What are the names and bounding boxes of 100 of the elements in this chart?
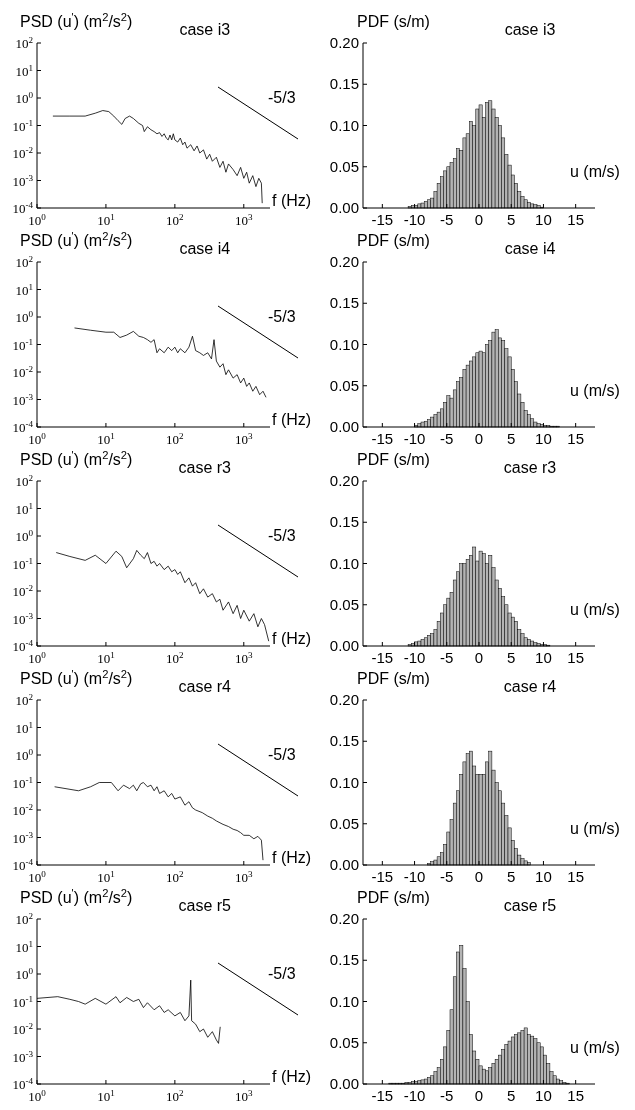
y-tick-label: 10$^{-3}$	[12, 391, 34, 408]
y-tick-label: 0.10	[329, 116, 359, 134]
y-tick-label: 10$^{0}$	[15, 528, 34, 544]
x-tick-label: 5	[507, 430, 516, 447]
y-tick-label: 10$^{-2}$	[12, 802, 34, 818]
x-tick-label: 10	[535, 868, 552, 885]
y-tick-label: 0.10	[329, 992, 359, 1010]
y-tick-label: 0.20	[329, 910, 359, 927]
x-tick-label: 0	[474, 211, 484, 228]
y-tick-label: 0.00	[329, 1075, 359, 1092]
x-tick-label: 10	[535, 430, 552, 447]
y-axis-title: PDF (s/m)	[357, 232, 430, 249]
y-tick-label: 10$^{-2}$	[12, 583, 34, 599]
y-tick-label: 10$^{0}$	[15, 90, 34, 106]
x-tick-label: 10$^{2}$	[166, 431, 185, 447]
y-tick-label: 10$^{2}$	[15, 911, 34, 927]
annotation: -5/3	[268, 527, 296, 544]
x-tick-label: 10	[535, 1087, 552, 1104]
x-axis-title: u (m/s)	[570, 819, 620, 837]
chart-title: case i4	[179, 240, 231, 257]
y-tick-label: 0.15	[329, 951, 359, 969]
x-tick-label: 0	[474, 868, 484, 885]
y-tick-label: 10$^{2}$	[15, 254, 34, 270]
x-tick-label: 15	[567, 868, 585, 885]
y-tick-label: 10$^{2}$	[15, 692, 34, 708]
x-tick-label: 5	[507, 1087, 516, 1104]
y-tick-label: 0.20	[329, 472, 359, 489]
x-axis-title: u (m/s)	[570, 1038, 620, 1056]
x-tick-label: -15	[371, 211, 394, 228]
y-axis-title: PDF (s/m)	[357, 889, 430, 906]
x-axis-title: f (Hz)	[272, 411, 312, 428]
y-tick-label: 10$^{-3}$	[12, 829, 34, 846]
x-tick-label: 10$^{1}$	[97, 869, 115, 885]
y-tick-label: 10$^{-1}$	[12, 555, 33, 572]
x-tick-label: -15	[371, 649, 394, 666]
x-tick-label: 5	[507, 211, 516, 228]
x-tick-label: -15	[371, 430, 394, 447]
y-axis-title: PDF (s/m)	[357, 13, 430, 30]
x-tick-label: 10$^{1}$	[97, 1088, 115, 1104]
y-axis-title: PDF (s/m)	[357, 670, 430, 687]
y-tick-label: 10$^{-1}$	[12, 993, 33, 1010]
y-tick-label: 10$^{0}$	[15, 309, 34, 325]
x-tick-label: -5	[440, 1087, 454, 1104]
x-tick-label: 15	[567, 1087, 585, 1104]
y-tick-label: 10$^{-2}$	[12, 364, 34, 380]
y-tick-label: 10$^{0}$	[15, 747, 34, 763]
chart-title: case i3	[504, 21, 556, 38]
x-axis-title: f (Hz)	[272, 849, 312, 866]
x-tick-label: -5	[440, 430, 454, 447]
y-tick-label: 0.00	[329, 199, 359, 216]
x-tick-label: 10$^{3}$	[235, 650, 254, 666]
y-tick-label: 0.10	[329, 335, 359, 353]
x-tick-label: 10$^{2}$	[166, 869, 185, 885]
x-axis-title: u (m/s)	[570, 162, 620, 180]
x-axis-title: f (Hz)	[272, 1068, 312, 1085]
x-tick-label: 0	[474, 430, 484, 447]
y-tick-label: 10$^{-1}$	[12, 117, 33, 134]
y-axis-title: PSD (u$^{'}$) (m$^{2}$/s$^{2}$)	[20, 449, 133, 468]
x-tick-label: 10	[535, 649, 552, 666]
x-tick-label: -15	[371, 1087, 394, 1104]
y-axis-title: PDF (s/m)	[357, 451, 430, 468]
x-tick-label: -5	[440, 868, 454, 885]
y-tick-label: 0.05	[329, 595, 359, 613]
y-tick-label: 10$^{-1}$	[12, 774, 33, 791]
chart-title: case r4	[503, 678, 557, 695]
x-tick-label: 10$^{2}$	[166, 212, 185, 228]
chart-title: case r5	[178, 897, 232, 914]
annotation: -5/3	[268, 746, 296, 763]
annotation: -5/3	[268, 308, 296, 325]
x-tick-label: 10$^{3}$	[235, 869, 254, 885]
y-tick-label: 0.10	[329, 773, 359, 791]
y-tick-label: 0.20	[329, 34, 359, 51]
chart-title: case i4	[504, 240, 556, 257]
chart-title: case r4	[178, 678, 232, 695]
x-tick-label: 10$^{3}$	[235, 212, 254, 228]
x-tick-label: -10	[403, 211, 426, 228]
y-tick-label: 0.00	[329, 418, 359, 435]
x-tick-label: -10	[403, 1087, 426, 1104]
x-tick-label: 5	[507, 649, 516, 666]
x-tick-label: 10$^{2}$	[166, 1088, 185, 1104]
x-tick-label: 0	[474, 649, 484, 666]
y-tick-label: 0.10	[329, 554, 359, 572]
chart-title: case r5	[503, 897, 557, 914]
y-tick-label: 10$^{0}$	[15, 966, 34, 982]
chart-title: case r3	[503, 459, 557, 476]
x-tick-label: 10$^{1}$	[97, 431, 115, 447]
y-tick-label: 0.05	[329, 157, 359, 175]
x-tick-label: 10$^{1}$	[97, 650, 115, 666]
y-tick-label: 0.15	[329, 513, 359, 531]
x-axis-title: f (Hz)	[272, 630, 312, 647]
x-tick-label: -10	[403, 430, 426, 447]
y-tick-label: 10$^{2}$	[15, 35, 34, 51]
y-axis-title: PSD (u$^{'}$) (m$^{2}$/s$^{2}$)	[20, 11, 133, 30]
y-tick-label: 0.05	[329, 376, 359, 394]
y-tick-label: 10$^{2}$	[15, 473, 34, 489]
y-tick-label: 10$^{1}$	[15, 281, 33, 298]
x-tick-label: 10$^{1}$	[97, 212, 115, 228]
chart-title: case r3	[178, 459, 232, 476]
x-tick-label: 10$^{3}$	[235, 1088, 254, 1104]
y-tick-label: 10$^{-1}$	[12, 336, 33, 353]
